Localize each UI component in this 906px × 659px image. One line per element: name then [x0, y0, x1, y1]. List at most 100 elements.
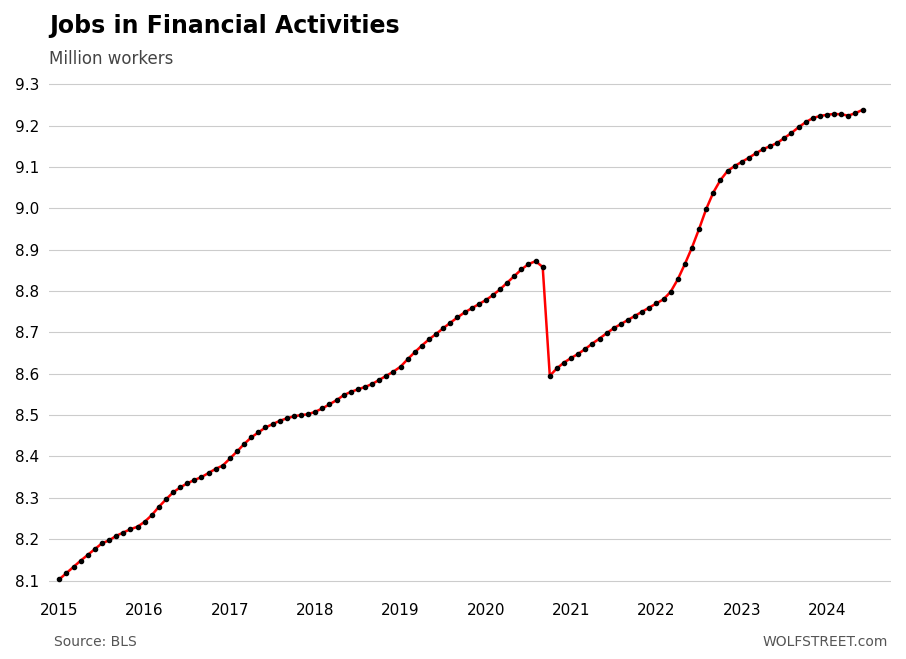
Point: [692, 223, 707, 234]
Point: [59, 568, 73, 579]
Point: [258, 422, 273, 433]
Point: [827, 109, 842, 119]
Point: [478, 295, 493, 305]
Point: [421, 334, 436, 345]
Point: [336, 390, 351, 401]
Point: [343, 387, 358, 397]
Point: [791, 122, 805, 132]
Point: [130, 521, 145, 532]
Point: [706, 187, 720, 198]
Point: [805, 113, 820, 123]
Point: [436, 323, 450, 333]
Point: [443, 318, 458, 328]
Point: [351, 384, 365, 395]
Point: [66, 561, 81, 572]
Text: Source: BLS: Source: BLS: [54, 635, 137, 649]
Point: [286, 411, 301, 422]
Point: [642, 302, 657, 313]
Point: [834, 109, 849, 120]
Point: [408, 347, 422, 357]
Point: [543, 370, 557, 381]
Point: [650, 298, 664, 308]
Point: [109, 530, 123, 541]
Point: [329, 395, 343, 405]
Point: [458, 307, 472, 318]
Point: [813, 111, 827, 121]
Point: [166, 487, 180, 498]
Point: [52, 574, 66, 585]
Point: [770, 138, 785, 148]
Text: WOLFSTREET.com: WOLFSTREET.com: [763, 635, 888, 649]
Point: [820, 109, 834, 120]
Point: [450, 312, 465, 323]
Point: [386, 366, 400, 377]
Point: [308, 407, 323, 417]
Point: [571, 349, 585, 359]
Point: [670, 274, 685, 285]
Point: [465, 303, 479, 314]
Point: [486, 290, 500, 301]
Point: [81, 550, 95, 560]
Point: [372, 374, 387, 385]
Point: [251, 427, 265, 438]
Point: [201, 468, 216, 478]
Point: [628, 310, 642, 321]
Point: [400, 354, 415, 364]
Point: [848, 108, 863, 119]
Point: [493, 284, 507, 295]
Point: [194, 472, 208, 482]
Point: [116, 527, 130, 538]
Point: [621, 314, 635, 325]
Point: [720, 166, 735, 177]
Point: [635, 306, 650, 317]
Point: [785, 128, 799, 138]
Point: [663, 287, 678, 297]
Point: [144, 510, 159, 521]
Point: [578, 343, 593, 354]
Point: [742, 152, 757, 163]
Point: [415, 340, 429, 351]
Point: [728, 161, 742, 171]
Point: [138, 517, 152, 527]
Point: [280, 413, 294, 424]
Point: [123, 524, 138, 534]
Point: [301, 409, 315, 420]
Point: [273, 416, 287, 426]
Point: [606, 323, 621, 333]
Point: [756, 144, 770, 154]
Point: [265, 419, 280, 430]
Point: [656, 294, 670, 304]
Point: [379, 370, 393, 381]
Point: [230, 446, 245, 457]
Point: [593, 333, 607, 344]
Point: [471, 299, 486, 310]
Point: [73, 556, 88, 566]
Point: [358, 382, 372, 392]
Point: [528, 256, 543, 266]
Point: [585, 338, 600, 349]
Point: [173, 482, 188, 493]
Point: [678, 259, 692, 270]
Point: [514, 264, 528, 275]
Point: [777, 132, 792, 143]
Point: [151, 501, 166, 512]
Point: [841, 110, 855, 121]
Point: [216, 460, 230, 471]
Point: [550, 363, 564, 374]
Point: [735, 157, 749, 167]
Point: [294, 410, 308, 420]
Point: [88, 544, 102, 554]
Point: [429, 329, 443, 339]
Point: [365, 379, 380, 389]
Point: [748, 148, 763, 159]
Point: [763, 141, 777, 152]
Point: [535, 262, 550, 272]
Point: [855, 105, 870, 115]
Text: Jobs in Financial Activities: Jobs in Financial Activities: [49, 14, 400, 38]
Point: [101, 535, 116, 546]
Text: Million workers: Million workers: [49, 50, 173, 68]
Point: [685, 243, 699, 253]
Point: [159, 494, 173, 505]
Point: [393, 361, 408, 372]
Point: [315, 403, 330, 414]
